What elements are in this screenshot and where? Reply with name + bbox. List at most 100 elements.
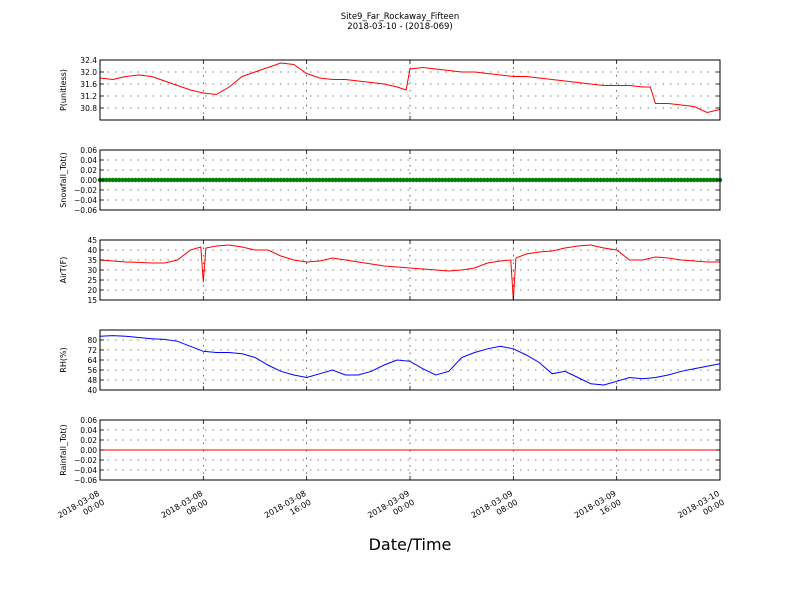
data-point	[575, 177, 581, 183]
series-line	[99, 335, 721, 386]
data-point	[356, 177, 361, 183]
data-point	[336, 177, 342, 183]
y-tick-label: 0.06	[80, 416, 97, 425]
data-point	[427, 177, 432, 183]
data-point	[617, 177, 623, 183]
data-point	[549, 177, 555, 183]
data-point	[601, 177, 606, 183]
data-point	[546, 177, 552, 183]
data-point	[123, 177, 129, 183]
data-point	[191, 177, 196, 183]
data-point	[188, 177, 193, 183]
data-point	[210, 177, 216, 183]
data-point	[291, 177, 296, 183]
data-point	[346, 177, 351, 183]
data-point	[220, 177, 225, 183]
data-point	[236, 177, 242, 183]
data-point	[504, 177, 510, 183]
y-tick-label: 0.04	[80, 156, 97, 165]
y-tick-label: 64	[87, 356, 97, 365]
y-tick-label: −0.06	[74, 206, 97, 215]
data-point	[143, 177, 148, 183]
data-point	[197, 177, 203, 183]
x-tick-label: 2018-03-0908:00	[470, 489, 520, 529]
data-point	[704, 177, 710, 183]
data-point	[501, 177, 506, 183]
data-point	[339, 177, 345, 183]
data-point	[585, 177, 590, 183]
data-point	[365, 177, 371, 183]
y-tick-label: 30	[87, 266, 97, 275]
data-point	[595, 177, 600, 183]
data-point	[117, 177, 122, 183]
data-point	[194, 177, 200, 183]
data-point	[633, 177, 639, 183]
data-point	[239, 177, 245, 183]
data-point	[640, 177, 645, 183]
data-point	[627, 177, 632, 183]
data-point	[572, 177, 577, 183]
x-tick-label: 2018-03-0916:00	[573, 489, 623, 529]
data-point	[333, 177, 338, 183]
y-tick-label: 0.04	[80, 426, 97, 435]
data-point	[162, 177, 167, 183]
data-point	[630, 177, 636, 183]
data-point	[378, 177, 384, 183]
data-point	[449, 177, 455, 183]
data-point	[243, 177, 248, 183]
data-point	[249, 177, 254, 183]
data-point	[349, 177, 355, 183]
data-point	[646, 177, 652, 183]
data-point	[272, 177, 277, 183]
y-tick-label: 31.6	[80, 80, 97, 89]
data-point	[155, 177, 161, 183]
data-point	[478, 177, 484, 183]
series-line	[99, 62, 721, 114]
data-point	[136, 177, 141, 183]
data-point	[614, 177, 619, 183]
data-point	[711, 177, 716, 183]
figure-title: Site9_Far_Rockaway_Fifteen	[341, 12, 460, 22]
data-point	[514, 177, 519, 183]
chart-panels: 30.831.231.632.032.4P(unitless)−0.06−0.0…	[59, 56, 723, 485]
y-tick-label: 32.4	[80, 56, 97, 65]
y-tick-label: 0.00	[80, 446, 97, 455]
data-point	[498, 177, 503, 183]
y-tick-label: 56	[87, 366, 97, 375]
data-point	[446, 177, 451, 183]
y-tick-label: 0.00	[80, 176, 97, 185]
y-tick-label: 31.2	[80, 92, 97, 101]
y-tick-label: 30.8	[80, 104, 97, 113]
data-point	[288, 177, 293, 183]
data-point	[146, 177, 151, 183]
data-point	[256, 177, 261, 183]
data-point	[553, 177, 558, 183]
data-point	[649, 177, 655, 183]
data-point	[375, 177, 380, 183]
y-tick-label: −0.06	[74, 476, 97, 485]
x-tick-label: 2018-03-0900:00	[366, 489, 416, 529]
data-point	[530, 177, 535, 183]
data-point	[423, 177, 429, 183]
y-tick-label: 80	[87, 336, 97, 345]
data-point	[494, 177, 500, 183]
data-point	[301, 177, 306, 183]
data-point	[556, 177, 561, 183]
data-point	[217, 177, 222, 183]
data-point	[394, 177, 400, 183]
y-tick-label: 0.06	[80, 146, 97, 155]
data-point	[268, 177, 274, 183]
data-point	[688, 177, 694, 183]
data-point	[259, 177, 264, 183]
data-point	[159, 177, 164, 183]
data-point	[691, 177, 697, 183]
x-axis-label: Date/Time	[369, 535, 452, 554]
data-point	[214, 177, 219, 183]
y-tick-label: 48	[87, 376, 97, 385]
data-point	[281, 177, 287, 183]
data-point	[507, 177, 513, 183]
data-point	[262, 177, 267, 183]
data-point	[653, 177, 658, 183]
data-point	[533, 177, 539, 183]
data-point	[520, 177, 526, 183]
